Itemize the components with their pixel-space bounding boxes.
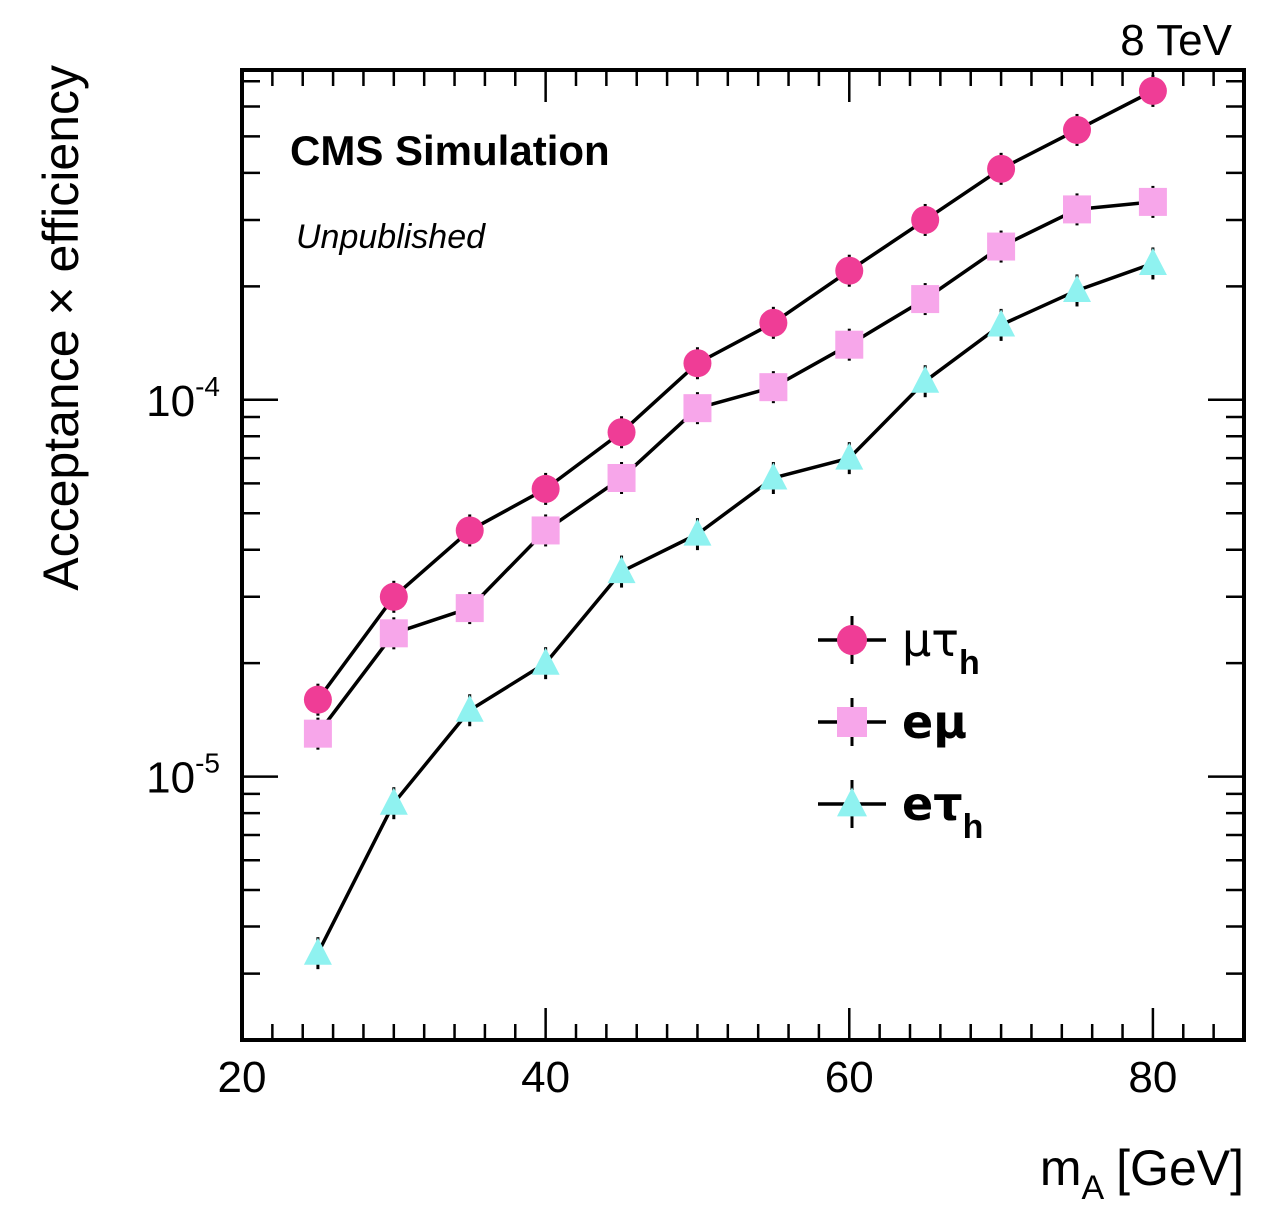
data-point (759, 462, 788, 490)
y-tick-base: 10 (146, 754, 195, 803)
series-layer (303, 74, 1167, 970)
legend-entry-2: eτh (818, 777, 983, 846)
data-point (1063, 195, 1091, 224)
cms-simulation-label: CMS Simulation (290, 127, 610, 174)
x-axis-title-unit: [GeV] (1116, 1140, 1244, 1196)
data-point (987, 309, 1016, 337)
x-axis-title: mA [GeV] (1040, 1140, 1244, 1207)
legend-label-sub: h (963, 808, 984, 846)
data-point (683, 394, 712, 423)
data-point (835, 330, 864, 359)
data-point (1063, 115, 1091, 144)
y-tick-label: 10-5 (146, 748, 220, 803)
legend-entry-1: eμ (818, 695, 967, 749)
data-point (379, 787, 408, 815)
data-point (531, 516, 560, 545)
legend-marker (837, 787, 867, 817)
data-point (1063, 275, 1091, 303)
legend-label-main: μτ (902, 613, 959, 667)
series-line (316, 200, 1154, 735)
data-point (759, 373, 788, 402)
data-point (607, 556, 636, 584)
data-point (911, 365, 940, 393)
data-point (683, 349, 712, 378)
plot-frame (240, 68, 1246, 1042)
legend-label: μτh (902, 613, 980, 682)
series-line (316, 89, 1154, 701)
data-point (303, 719, 332, 748)
x-axis-title-main: m (1040, 1140, 1082, 1196)
y-axis-title: Acceptance × efficiency (33, 65, 89, 591)
data-point (379, 619, 408, 648)
y-tick-labels: 10-510-4 (146, 371, 220, 803)
series-line (316, 261, 1154, 954)
data-point (531, 474, 560, 503)
x-tick-label: 20 (218, 1053, 267, 1102)
data-point (835, 442, 864, 470)
energy-label: 8 TeV (1120, 16, 1232, 65)
x-tick-label: 40 (521, 1053, 570, 1102)
data-point (607, 418, 636, 447)
data-point (987, 154, 1016, 183)
x-axis-title-sub: A (1081, 1169, 1104, 1207)
data-point (303, 685, 332, 714)
legend-label-sub: h (959, 644, 980, 682)
unpublished-label: Unpublished (296, 218, 486, 256)
axis-ticks (240, 70, 1246, 1042)
data-point (455, 694, 484, 722)
legend-label-main: eμ (902, 695, 967, 749)
data-point (455, 516, 484, 545)
data-point (1138, 76, 1167, 105)
x-tick-label: 60 (825, 1053, 874, 1102)
legend-entry-0: μτh (818, 613, 980, 682)
legend-marker (837, 625, 867, 655)
data-point (1138, 248, 1167, 275)
legend-label: eμ (902, 695, 967, 749)
data-point (911, 285, 940, 314)
legend-label: eτh (902, 777, 983, 846)
data-point (683, 518, 712, 546)
data-point (379, 582, 408, 611)
legend-label-main: eτ (902, 777, 963, 831)
data-point (455, 594, 484, 623)
data-point (531, 647, 560, 675)
y-tick-base: 10 (146, 377, 195, 426)
series-0 (303, 74, 1167, 716)
y-tick-exp: -5 (195, 748, 220, 779)
y-tick-exp: -4 (195, 371, 220, 402)
data-point (835, 256, 864, 285)
data-point (607, 463, 636, 492)
data-point (911, 205, 940, 234)
data-point (1138, 187, 1167, 216)
series-2 (303, 247, 1167, 970)
series-1 (303, 185, 1167, 750)
legend-marker (837, 707, 867, 737)
data-point (987, 232, 1016, 261)
y-tick-label: 10-4 (146, 371, 220, 426)
data-point (303, 937, 332, 965)
x-tick-label: 80 (1128, 1053, 1177, 1102)
data-point (759, 308, 788, 337)
x-tick-labels: 20 40 60 80 (218, 1053, 1178, 1102)
